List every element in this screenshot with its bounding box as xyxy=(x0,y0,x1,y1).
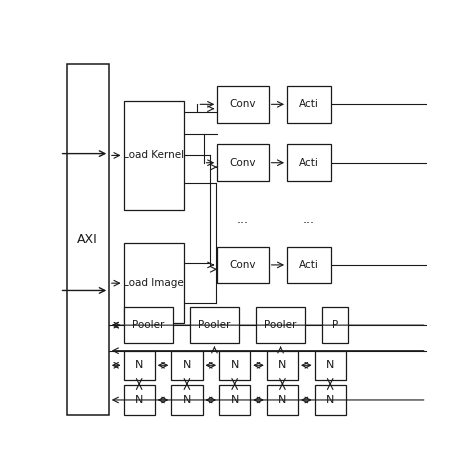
Bar xyxy=(219,351,250,380)
Bar xyxy=(219,385,250,415)
Bar xyxy=(287,246,331,283)
Text: N: N xyxy=(278,360,287,370)
Text: AXI: AXI xyxy=(77,233,98,246)
Text: Acti: Acti xyxy=(299,158,319,168)
Bar xyxy=(124,351,155,380)
Text: Conv: Conv xyxy=(230,158,256,168)
Bar xyxy=(66,64,109,415)
Text: Pooler: Pooler xyxy=(264,320,297,330)
Bar xyxy=(322,307,347,343)
Bar xyxy=(256,307,305,343)
Text: Load Kernel: Load Kernel xyxy=(123,150,184,160)
Text: Acti: Acti xyxy=(299,100,319,109)
Bar xyxy=(267,385,298,415)
Bar xyxy=(217,246,269,283)
Text: N: N xyxy=(278,395,287,405)
Bar xyxy=(190,307,239,343)
Text: N: N xyxy=(230,395,239,405)
Bar xyxy=(287,86,331,123)
Text: P: P xyxy=(332,320,338,330)
Text: N: N xyxy=(135,395,143,405)
Text: Acti: Acti xyxy=(299,260,319,270)
Bar xyxy=(124,307,173,343)
Text: ...: ... xyxy=(303,213,315,226)
Bar xyxy=(217,145,269,181)
Text: N: N xyxy=(182,395,191,405)
Text: N: N xyxy=(230,360,239,370)
Text: N: N xyxy=(326,360,334,370)
Text: Load Image: Load Image xyxy=(123,278,184,288)
Text: ...: ... xyxy=(237,213,249,226)
Bar xyxy=(267,351,298,380)
Bar xyxy=(124,100,184,210)
Bar xyxy=(171,351,202,380)
Bar xyxy=(287,145,331,181)
Text: Conv: Conv xyxy=(230,260,256,270)
Text: N: N xyxy=(135,360,143,370)
Text: Conv: Conv xyxy=(230,100,256,109)
Bar xyxy=(217,86,269,123)
Bar xyxy=(124,385,155,415)
Text: N: N xyxy=(182,360,191,370)
Text: Pooler: Pooler xyxy=(198,320,231,330)
Text: Pooler: Pooler xyxy=(132,320,164,330)
Bar xyxy=(315,385,346,415)
Bar xyxy=(315,351,346,380)
Text: N: N xyxy=(326,395,334,405)
Bar xyxy=(171,385,202,415)
Bar xyxy=(124,243,184,323)
